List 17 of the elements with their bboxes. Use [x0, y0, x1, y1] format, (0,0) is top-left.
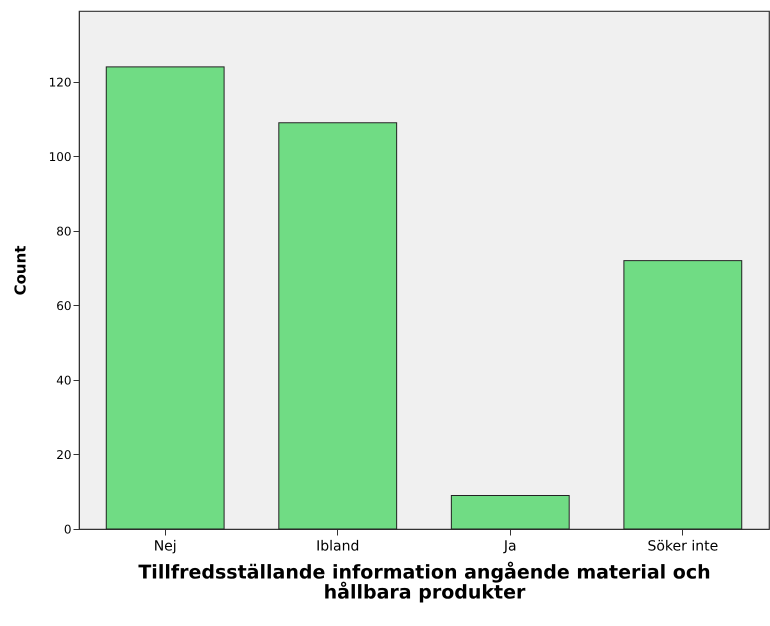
y-tick-label: 60 [56, 298, 72, 313]
y-tick-label: 120 [48, 75, 72, 90]
x-tick-label: Ibland [316, 538, 360, 554]
bar [278, 122, 398, 530]
bar [623, 260, 742, 530]
x-tick-label: Ja [502, 538, 517, 554]
x-axis-title: Tillfredsställande information angående material och hållbara produkter [138, 562, 711, 604]
y-axis-title: Count [12, 246, 30, 296]
bar [106, 66, 225, 530]
y-tick-label: 40 [56, 373, 72, 388]
y-tick-label: 100 [48, 150, 72, 164]
x-tick-label: Söker inte [647, 538, 718, 554]
y-tick-label: 20 [56, 448, 72, 462]
y-tick-label: 0 [64, 522, 72, 536]
bar [450, 494, 570, 530]
y-tick-label: 80 [56, 224, 72, 238]
x-tick-label: Nej [154, 538, 177, 554]
